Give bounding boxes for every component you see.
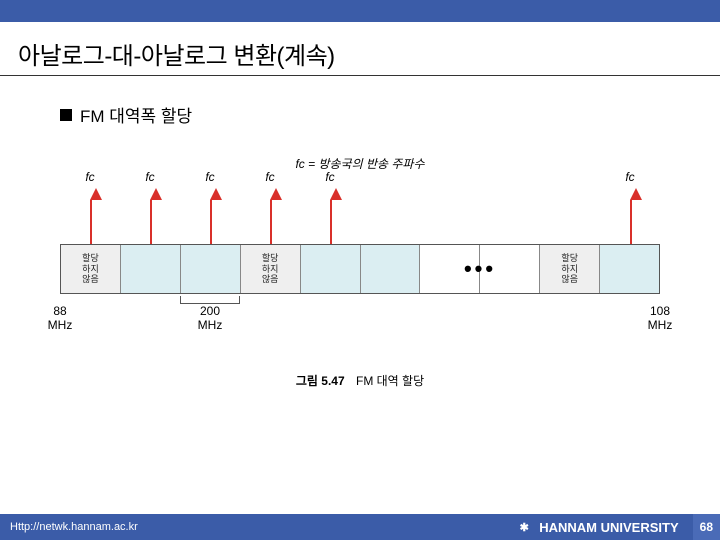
footer-right: ✱ HANNAM UNIVERSITY 68 [517, 514, 710, 540]
arrow-shaft [90, 200, 92, 244]
allocated-slot [301, 245, 361, 293]
arrow-shaft [270, 200, 272, 244]
band-strip: 할당하지않음 할당하지않음 할당하지않음 [60, 244, 660, 294]
bullet-text: FM 대역폭 할당 [80, 102, 192, 127]
unallocated-slot: 할당하지않음 [61, 245, 121, 293]
arrow-head-icon [270, 188, 282, 200]
arrow-shaft [630, 200, 632, 244]
ellipsis-dots: ••• [464, 256, 496, 282]
footer-bar: Http://netwk.hannam.ac.kr ✱ HANNAM UNIVE… [0, 514, 720, 540]
unallocated-slot: 할당하지않음 [241, 245, 301, 293]
arrow-shaft [210, 200, 212, 244]
arrow-head-icon [330, 188, 342, 200]
fc-note: fc = 방송국의 반송 주파수 [0, 155, 720, 172]
arrow-head-icon [210, 188, 222, 200]
fm-band-diagram: 할당하지않음할당하지않음할당하지않음 fcfcfcfcfcfc ••• 88MH… [60, 180, 660, 350]
footer-org: HANNAM UNIVERSITY [539, 520, 678, 535]
spacing-bracket [180, 296, 240, 304]
fc-label: fc [325, 170, 334, 184]
arrow-shaft [150, 200, 152, 244]
fc-label: fc [265, 170, 274, 184]
arrow-head-icon [150, 188, 162, 200]
footer-url: Http://netwk.hannam.ac.kr [10, 521, 138, 533]
university-logo-icon: ✱ [517, 520, 531, 534]
fc-label: fc [205, 170, 214, 184]
fc-label: fc [85, 170, 94, 184]
freq-right-label: 108MHz [648, 304, 673, 333]
allocated-slot [181, 245, 241, 293]
bullet-row: FM 대역폭 할당 [0, 76, 720, 127]
arrow-head-icon [90, 188, 102, 200]
page-number: 68 [693, 514, 720, 540]
allocated-slot [361, 245, 421, 293]
freq-left-label: 88MHz [48, 304, 73, 333]
caption-label: 그림 5.47 [296, 374, 345, 388]
fc-label: fc [145, 170, 154, 184]
figure-caption: 그림 5.47 FM 대역 할당 [0, 372, 720, 389]
arrow-shaft [330, 200, 332, 244]
caption-text: FM 대역 할당 [356, 374, 424, 388]
square-bullet-icon [60, 109, 72, 121]
page-title: 아날로그-대-아날로그 변환(계속) [0, 22, 720, 71]
arrow-head-icon [630, 188, 642, 200]
unallocated-slot: 할당하지않음 [540, 245, 600, 293]
spacing-label: 200MHz [198, 304, 223, 333]
header-bar [0, 0, 720, 22]
allocated-slot [600, 245, 659, 293]
fc-label: fc [625, 170, 634, 184]
allocated-slot [121, 245, 181, 293]
